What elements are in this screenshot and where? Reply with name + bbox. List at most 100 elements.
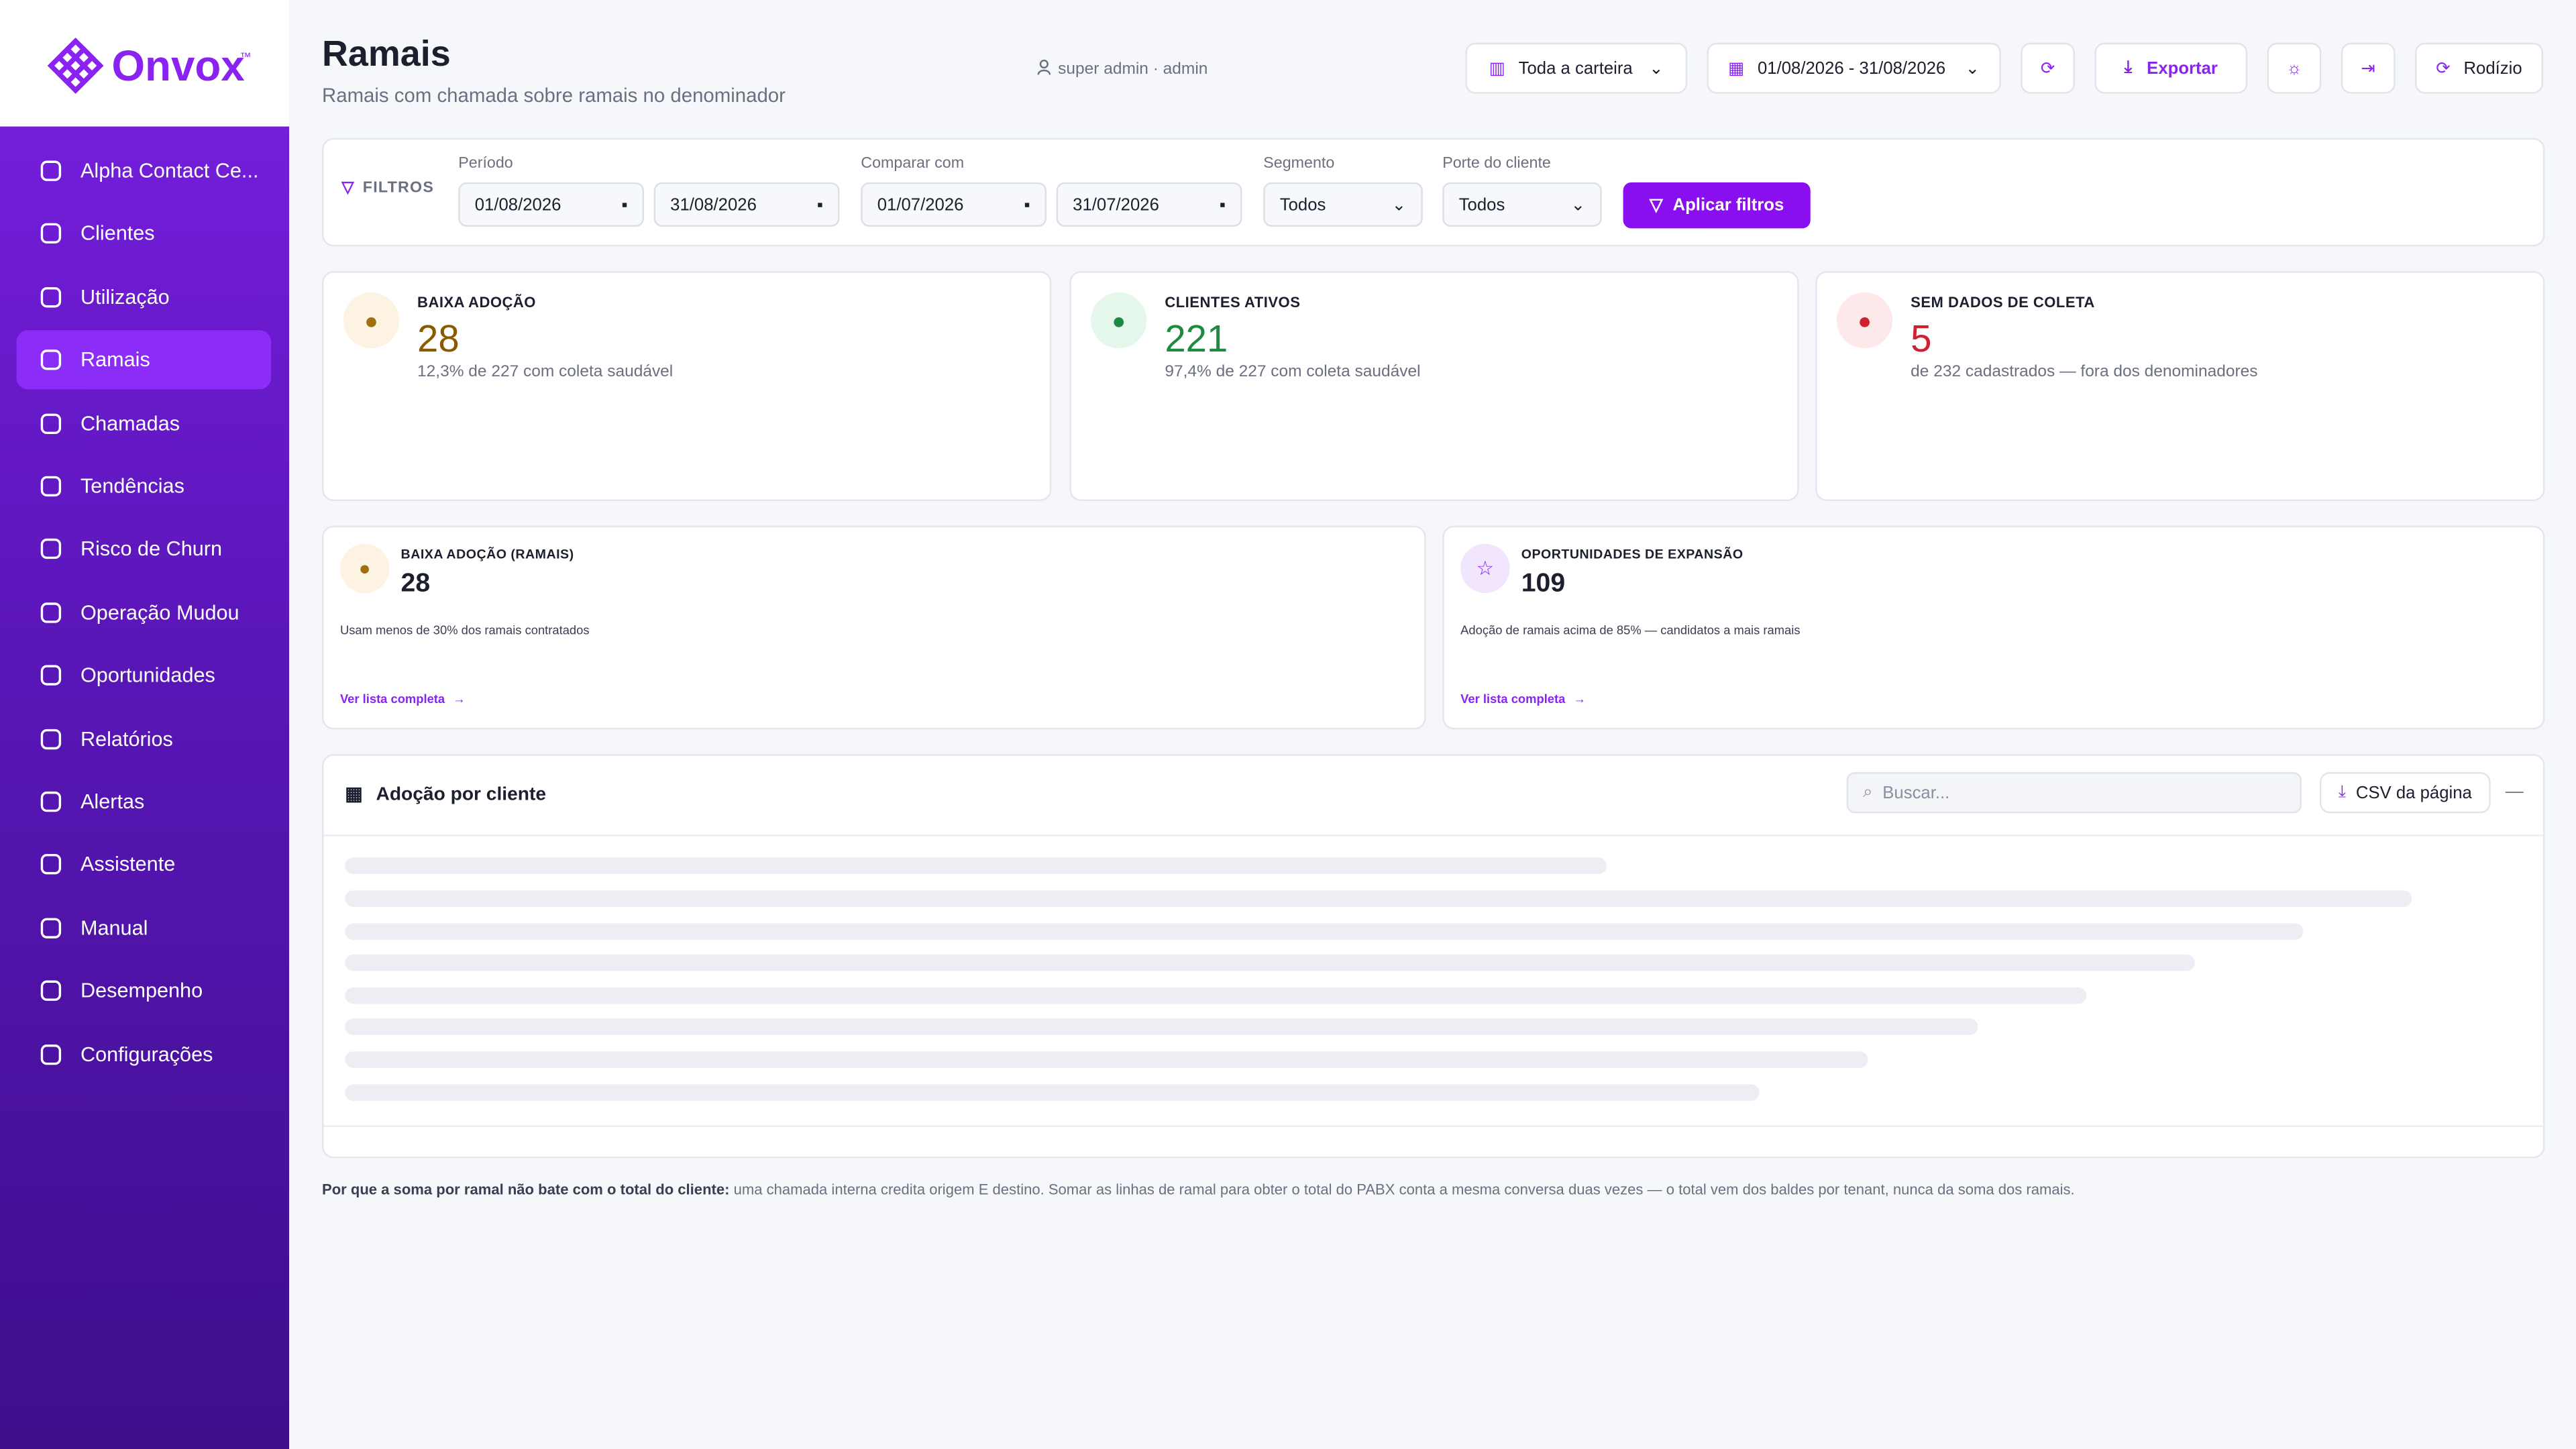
apply-text: Aplicar filtros [1672, 195, 1784, 215]
search-input[interactable]: ⌕ Buscar... [1846, 772, 2302, 814]
highlight-note: Usam menos de 30% dos ramais contratados [339, 623, 590, 638]
refresh-button[interactable]: ⟳ [2021, 42, 2076, 94]
kpi-value: 221 [1165, 317, 1228, 360]
nav-icon [40, 476, 62, 497]
nav-item[interactable]: Configurações [16, 1024, 271, 1083]
nav-item[interactable]: Risco de Churn [16, 520, 271, 579]
date-range[interactable]: ▦ 01/08/2026 - 31/08/2026 ⌄ [1707, 42, 2001, 94]
nav-label: Desempenho [80, 979, 203, 1003]
nav-label: Risco de Churn [80, 537, 222, 561]
highlight-link[interactable]: Ver lista completa → [340, 692, 466, 706]
csv-button[interactable]: ⤓ CSV da página [2319, 772, 2491, 814]
nav-label: Alpha Contact Ce... [80, 159, 259, 182]
kpi-icon: ● [1091, 292, 1147, 349]
highlight-card [322, 525, 1426, 730]
size-text: Todos [1458, 195, 1505, 215]
logo-mark: ™ [239, 52, 252, 64]
export-button[interactable]: ⤓ Exportar [2094, 42, 2248, 94]
compare-label: Comparar com [861, 154, 965, 173]
size-select[interactable]: Todos ⌄ [1442, 182, 1602, 227]
nav-icon [40, 350, 62, 370]
segment-select[interactable]: Todos ⌄ [1263, 182, 1423, 227]
kpi-note: de 232 cadastrados — fora dos denominado… [1911, 363, 2258, 382]
nav-label: Configurações [80, 1042, 213, 1066]
nav-label: Ramais [80, 348, 150, 372]
rotate-text: Rodízio [2463, 58, 2522, 78]
export-text: Exportar [2147, 58, 2218, 78]
highlight-icon: ☆ [1460, 543, 1510, 594]
nav-item[interactable]: Relatórios [16, 709, 271, 768]
skeleton-row [345, 1051, 1868, 1068]
rotate-button[interactable]: ⟳ Rodízio [2415, 42, 2544, 94]
nav-item[interactable]: Ramais [16, 330, 272, 390]
filters-label: ▽ FILTROS [341, 178, 435, 197]
nav-label: Manual [80, 916, 148, 940]
highlight-link[interactable]: Ver lista completa → [1460, 692, 1586, 706]
date-range-text: 01/08/2026 - 31/08/2026 [1757, 58, 1946, 78]
period-label: Período [458, 154, 513, 173]
logo: Onvox ™ [0, 0, 290, 127]
nav-label: Clientes [80, 222, 155, 246]
collapse-button[interactable]: — [2505, 782, 2524, 802]
kpi-value: 5 [1911, 317, 1932, 360]
nav-item[interactable]: Operação Mudou [16, 583, 271, 642]
nav-item[interactable]: Manual [16, 898, 271, 957]
table-title-text: Adoção por cliente [376, 785, 547, 806]
nav-icon [40, 602, 62, 623]
period-from-text: 01/08/2026 [474, 195, 561, 215]
table-title: ▦ Adoção por cliente [345, 785, 547, 806]
page-title: Ramais [322, 32, 451, 74]
apply-button[interactable]: ▽ Aplicar filtros [1623, 182, 1811, 229]
size-label: Porte do cliente [1442, 154, 1551, 173]
nav-item[interactable]: Oportunidades [16, 646, 271, 705]
nav-icon [40, 854, 62, 875]
nav-item[interactable]: Tendências [16, 457, 271, 516]
nav-item[interactable]: Utilização [16, 268, 271, 327]
kpi-note: 12,3% de 227 com coleta saudável [417, 363, 674, 382]
logout-button[interactable]: ⇥ [2341, 42, 2396, 94]
nav-icon [40, 665, 62, 686]
scope-select[interactable]: ▥ Toda a carteira ⌄ [1465, 42, 1688, 94]
nav-item[interactable]: Assistente [16, 835, 271, 894]
footnote: Por que a soma por ramal não bate com o … [322, 1181, 2075, 1197]
user-icon [1037, 59, 1051, 75]
highlight-link-text: Ver lista completa [339, 692, 445, 707]
theme-button[interactable]: ☼ [2267, 42, 2322, 94]
skeleton-row [345, 923, 2304, 940]
nav-item[interactable]: Clientes [16, 205, 271, 264]
nav-label: Relatórios [80, 727, 173, 751]
footnote-text: uma chamada interna credita origem E des… [729, 1181, 2075, 1198]
logo-text: Onvox [111, 41, 245, 91]
kpi-card [322, 271, 1052, 501]
highlight-value: 28 [400, 570, 431, 598]
nav-icon [40, 223, 62, 244]
nav-item[interactable]: Chamadas [16, 394, 271, 453]
nav-icon [40, 917, 62, 938]
kpi-label: CLIENTES ATIVOS [1165, 294, 1301, 311]
skeleton-row [345, 954, 2195, 971]
highlight-icon: ● [339, 543, 390, 594]
kpi-value: 28 [417, 317, 460, 360]
footnote-lead: Por que a soma por ramal não bate com o … [322, 1181, 730, 1198]
nav-item[interactable]: Alpha Contact Ce... [16, 142, 271, 201]
nav-label: Alertas [80, 790, 145, 814]
period-to[interactable]: 31/08/2026 ▪ [653, 182, 840, 227]
skeleton-row [345, 857, 1607, 874]
nav-icon [40, 286, 62, 307]
compare-to[interactable]: 31/07/2026 ▪ [1056, 182, 1242, 227]
compare-from[interactable]: 01/07/2026 ▪ [861, 182, 1047, 227]
nav-icon [40, 981, 62, 1002]
nav-label: Tendências [80, 474, 184, 498]
kpi-note: 97,4% de 227 com coleta saudável [1165, 363, 1421, 382]
link-arrow: → [453, 692, 466, 707]
kpi-card [1069, 271, 1799, 501]
period-from[interactable]: 01/08/2026 ▪ [458, 182, 645, 227]
nav-label: Assistente [80, 853, 176, 877]
csv-text: CSV da página [2355, 782, 2472, 803]
nav-item[interactable]: Desempenho [16, 961, 271, 1020]
nav-item[interactable]: Alertas [16, 772, 271, 831]
link-arrow: → [1573, 692, 1586, 707]
skeleton-row [345, 890, 2412, 907]
highlight-card [1442, 525, 2545, 730]
skeleton-row [345, 987, 2087, 1004]
